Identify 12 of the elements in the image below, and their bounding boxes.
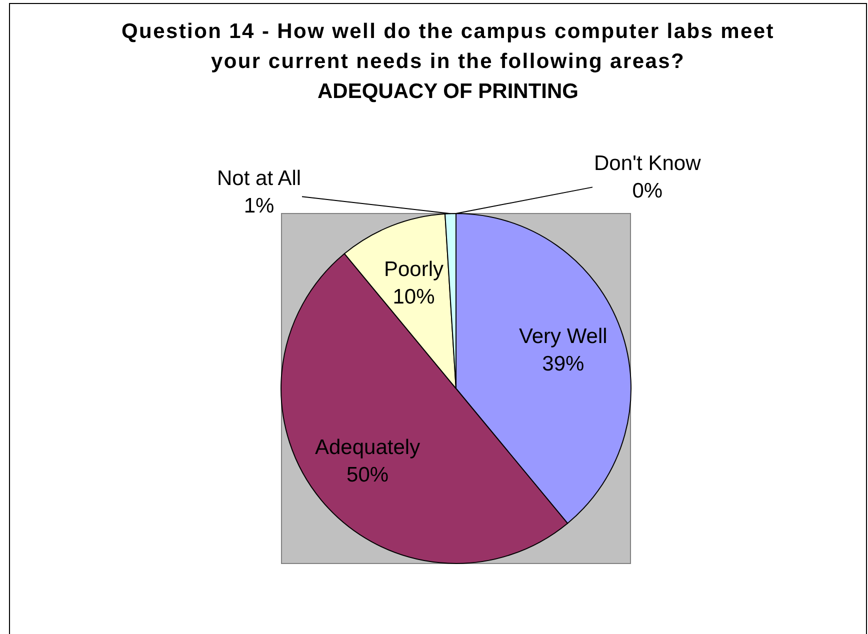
data-label: 39% xyxy=(542,352,584,376)
slice-label: Not at All xyxy=(217,167,302,190)
slice-label: Very Well xyxy=(519,325,608,348)
data-label: 50% xyxy=(346,463,389,486)
text: 0% xyxy=(632,179,663,202)
slice-label: Adequately xyxy=(315,436,421,459)
chart-title: Question 14 - How well do the campus computer labs meet your current needs in the following areas? xyxy=(120,19,776,75)
slice-label: Poorly xyxy=(384,258,444,281)
data-label: 10% xyxy=(392,285,435,308)
category-label: Don't Know xyxy=(594,152,701,175)
data-label: 1% xyxy=(244,194,274,218)
chart-subtitle: ADEQUACY OF PRINTING xyxy=(316,79,580,105)
